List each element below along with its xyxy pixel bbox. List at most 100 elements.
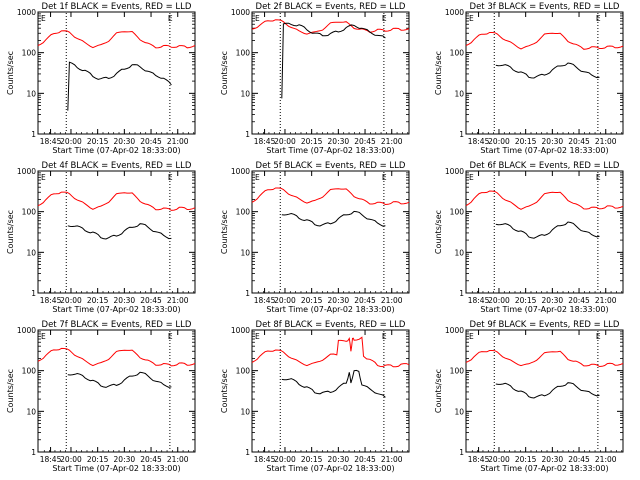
- x-tick-label: 20:45: [140, 296, 162, 305]
- x-axis-label: Start Time (07-Apr-02 18:33:00): [266, 305, 394, 314]
- lld-series-line: [465, 190, 624, 210]
- x-axis-label: Start Time (07-Apr-02 18:33:00): [266, 464, 394, 473]
- x-tick-label: 20:15: [515, 455, 537, 464]
- marker-e-label: E: [168, 14, 173, 23]
- marker-e-label: E: [596, 173, 601, 182]
- x-tick-label: 18:45: [40, 455, 62, 464]
- plot-frame: [37, 329, 196, 453]
- x-axis-label: Start Time (07-Apr-02 18:33:00): [480, 305, 608, 314]
- y-tick-label: 1000: [231, 167, 250, 176]
- x-tick-label: 18:45: [40, 137, 62, 146]
- chart-title: Det 1f BLACK = Events, RED = LLD: [42, 2, 192, 12]
- y-tick-label: 1: [459, 130, 464, 139]
- x-tick-label: 20:30: [114, 137, 136, 146]
- events-series-line: [67, 61, 172, 111]
- y-tick-label: 1000: [231, 326, 250, 335]
- marker-e-label: E: [41, 332, 46, 341]
- y-tick-label: 10: [240, 248, 250, 257]
- marker-e-label: E: [469, 332, 474, 341]
- marker-e-label: E: [469, 173, 474, 182]
- x-tick-label: 20:00: [488, 296, 510, 305]
- y-tick-label: 10: [26, 89, 36, 98]
- lld-series-line: [37, 30, 196, 49]
- y-tick-label: 100: [22, 208, 37, 217]
- chart-panel: Det 3f BLACK = Events, RED = LLD 1 10 100 10…: [434, 2, 624, 155]
- marker-e-label: E: [382, 173, 387, 182]
- marker-e-label: E: [168, 332, 173, 341]
- x-tick-label: 20:45: [354, 455, 376, 464]
- y-tick-label: 1000: [17, 8, 36, 17]
- y-tick-label: 10: [26, 248, 36, 257]
- events-series-line: [281, 369, 386, 398]
- x-tick-label: 18:45: [468, 296, 490, 305]
- x-tick-label: 20:45: [140, 137, 162, 146]
- chart-panel: Det 2f BLACK = Events, RED = LLD 1 10 100 10…: [220, 2, 410, 155]
- chart-panel: Det 7f BLACK = Events, RED = LLD 1 10 100 10…: [6, 320, 196, 473]
- lld-series-line: [37, 347, 196, 367]
- plot-frame: [465, 329, 624, 453]
- marker-e-label: E: [596, 14, 601, 23]
- plot-frame: [251, 170, 410, 294]
- chart-panel: Det 5f BLACK = Events, RED = LLD 1 10 100 10…: [220, 161, 410, 314]
- x-tick-label: 20:45: [568, 137, 590, 146]
- y-tick-label: 10: [454, 407, 464, 416]
- y-tick-label: 1: [31, 448, 36, 457]
- x-tick-label: 18:45: [468, 455, 490, 464]
- chart-panel: Det 4f BLACK = Events, RED = LLD 1 10 100 10…: [6, 161, 196, 314]
- y-tick-label: 1000: [17, 326, 36, 335]
- y-axis-label: Counts/sec: [434, 51, 443, 95]
- y-tick-label: 100: [236, 367, 251, 376]
- marker-e-label: E: [41, 173, 46, 182]
- y-tick-label: 1: [245, 448, 250, 457]
- x-tick-label: 20:00: [274, 137, 296, 146]
- x-tick-label: 20:45: [568, 296, 590, 305]
- x-tick-label: 18:45: [40, 296, 62, 305]
- x-tick-label: 20:00: [488, 137, 510, 146]
- x-tick-label: 20:45: [140, 455, 162, 464]
- x-tick-label: 21:00: [381, 296, 403, 305]
- y-axis-label: Counts/sec: [6, 51, 15, 95]
- x-tick-label: 20:15: [301, 455, 323, 464]
- marker-e-label: E: [168, 173, 173, 182]
- marker-e-label: E: [255, 332, 260, 341]
- y-tick-label: 1000: [445, 326, 464, 335]
- x-tick-label: 20:15: [301, 296, 323, 305]
- marker-e-label: E: [255, 14, 260, 23]
- y-axis-label: Counts/sec: [6, 369, 15, 413]
- chart-title: Det 5f BLACK = Events, RED = LLD: [256, 161, 406, 171]
- chart-panel: Det 9f BLACK = Events, RED = LLD 1 10 100 10…: [434, 320, 624, 473]
- x-tick-label: 20:00: [274, 296, 296, 305]
- marker-e-label: E: [255, 173, 260, 182]
- x-tick-label: 20:15: [87, 137, 109, 146]
- y-tick-label: 1: [31, 130, 36, 139]
- x-tick-label: 21:00: [381, 137, 403, 146]
- x-tick-label: 20:45: [354, 296, 376, 305]
- y-axis-label: Counts/sec: [6, 210, 15, 254]
- plot-frame: [37, 11, 196, 135]
- x-tick-label: 20:00: [488, 455, 510, 464]
- plot-frame: [465, 11, 624, 135]
- x-tick-label: 18:45: [468, 137, 490, 146]
- marker-e-label: E: [596, 332, 601, 341]
- chart-title: Det 3f BLACK = Events, RED = LLD: [470, 2, 620, 12]
- x-axis-label: Start Time (07-Apr-02 18:33:00): [480, 146, 608, 155]
- plot-frame: [465, 170, 624, 294]
- x-tick-label: 21:00: [595, 296, 617, 305]
- x-tick-label: 20:00: [60, 296, 82, 305]
- events-series-line: [495, 382, 600, 399]
- x-tick-label: 20:00: [274, 455, 296, 464]
- y-axis-label: Counts/sec: [220, 51, 229, 95]
- y-tick-label: 1000: [231, 8, 250, 17]
- x-tick-label: 18:45: [254, 455, 276, 464]
- x-axis-label: Start Time (07-Apr-02 18:33:00): [52, 305, 180, 314]
- plot-frame: [251, 11, 410, 135]
- marker-e-label: E: [382, 14, 387, 23]
- x-tick-label: 20:30: [114, 296, 136, 305]
- lld-series-line: [465, 350, 624, 368]
- events-series-line: [67, 223, 172, 240]
- plot-frame: [251, 329, 410, 453]
- x-tick-label: 20:15: [515, 137, 537, 146]
- events-series-line: [495, 221, 600, 239]
- y-tick-label: 1: [31, 289, 36, 298]
